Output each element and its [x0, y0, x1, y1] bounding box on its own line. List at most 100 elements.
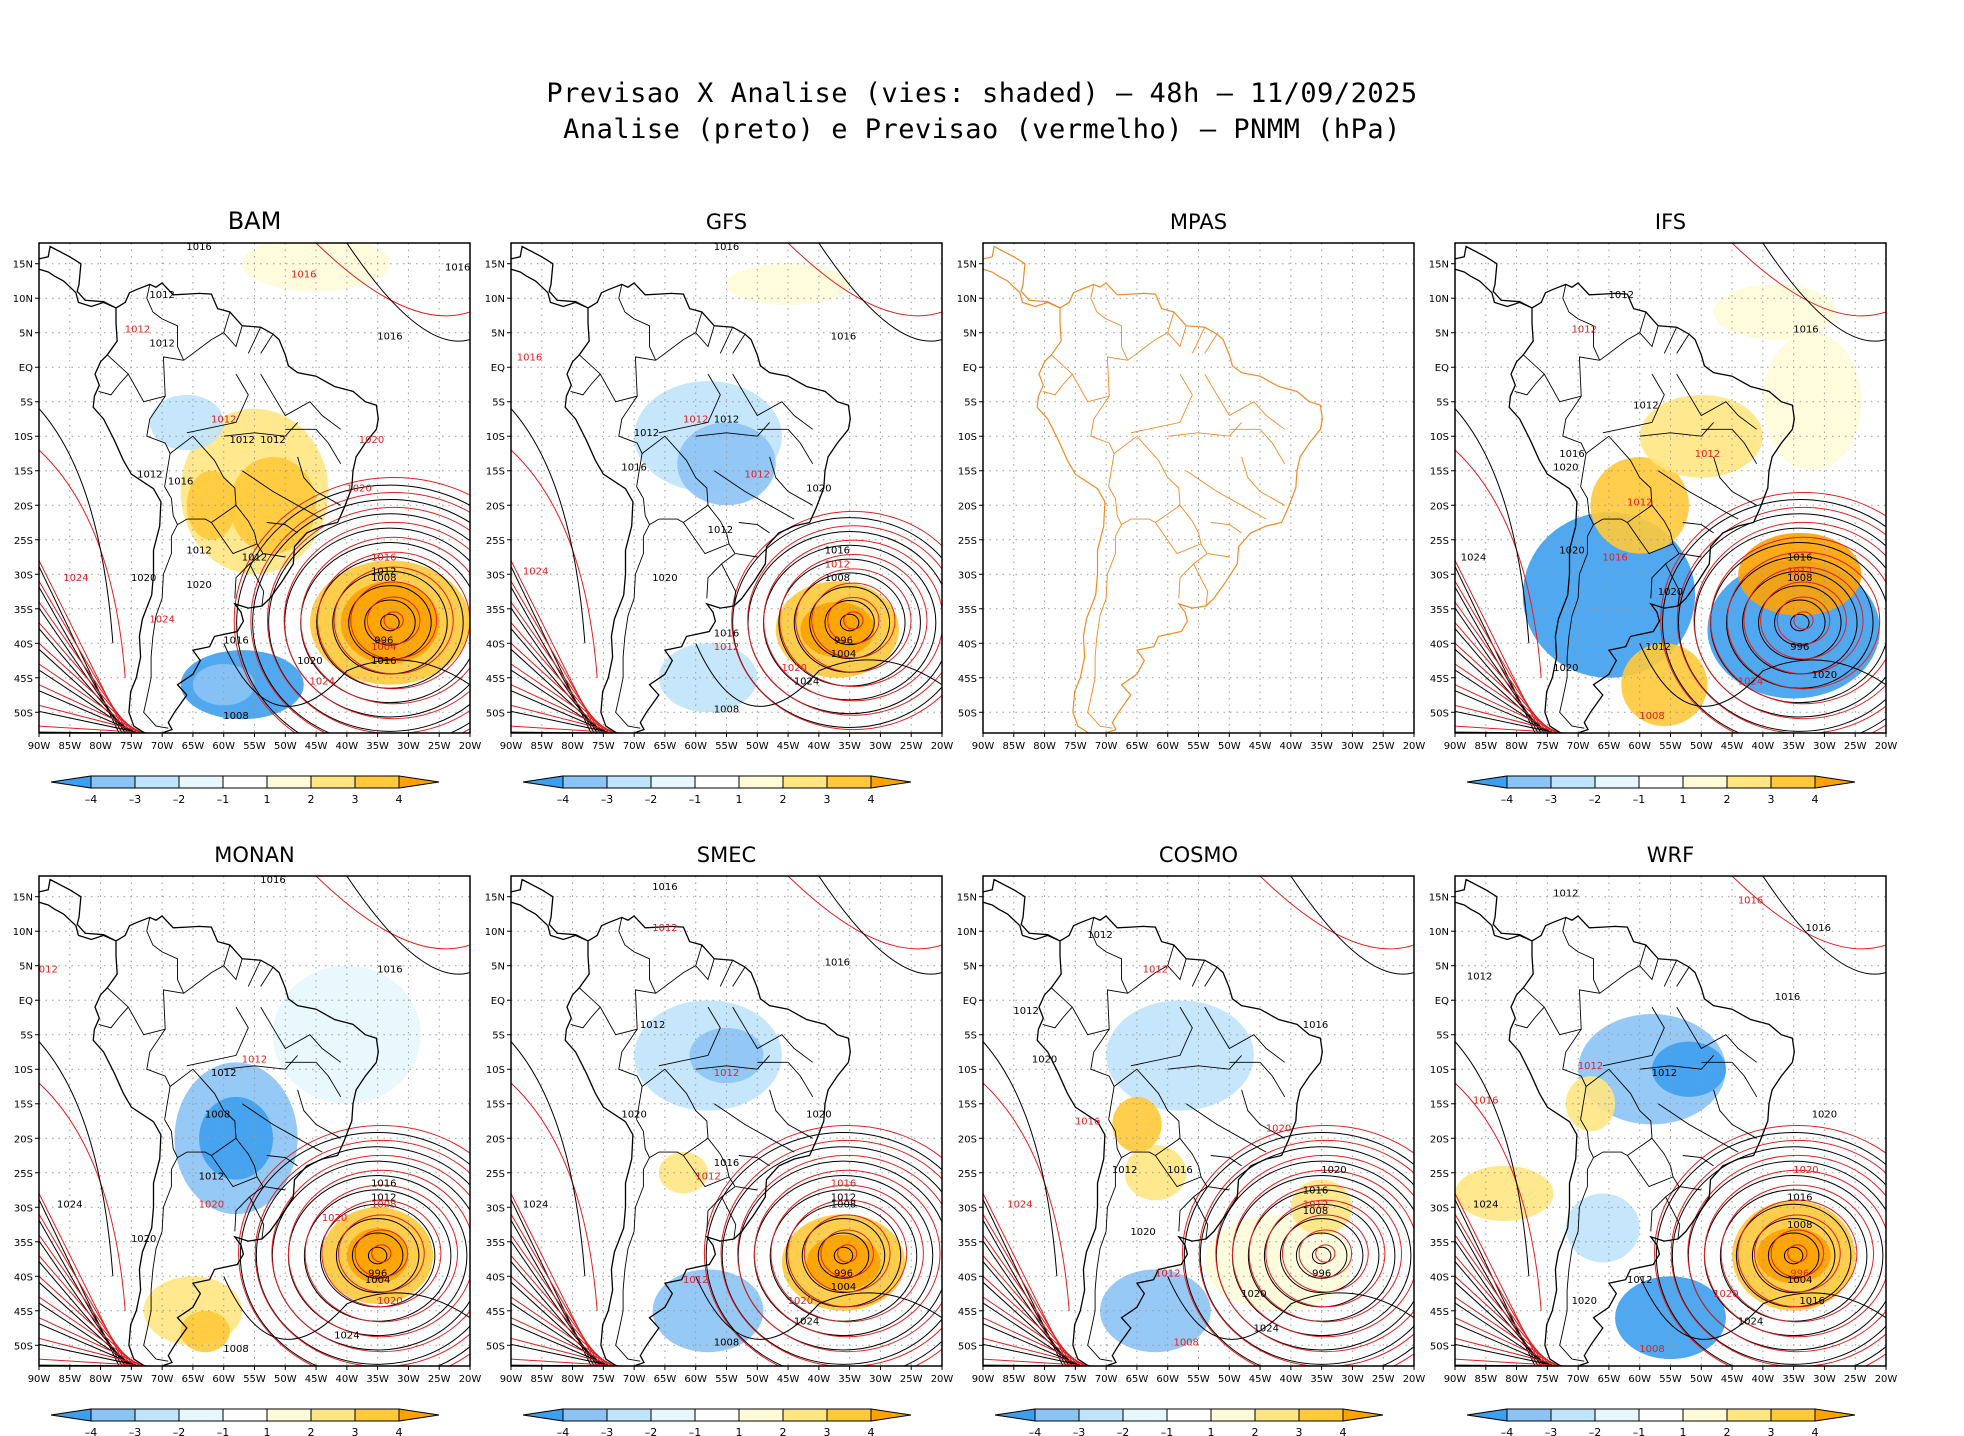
colorbar-segment: [178, 1408, 224, 1422]
analysis-contour: [1655, 1131, 1886, 1366]
x-tick-label: 55W: [715, 1374, 738, 1385]
contour-label: 1012: [714, 642, 739, 653]
country-border: [1522, 987, 1600, 1036]
country-border: [223, 422, 298, 437]
y-tick-label: 40S: [14, 639, 33, 650]
forecast-contour: [1720, 1184, 1875, 1323]
forecast-contour: [511, 642, 610, 733]
forecast-contour: [747, 525, 942, 716]
x-tick-label: 55W: [243, 741, 266, 752]
forecast-contour: [511, 1255, 607, 1366]
colorbar-label: –3: [1073, 1426, 1086, 1436]
contour-label: 1016: [1799, 1296, 1824, 1307]
analysis-contour: [1455, 1261, 1545, 1366]
y-tick-label: 5N: [19, 962, 33, 973]
y-tick-label: 5N: [963, 962, 977, 973]
x-tick-label: 20W: [931, 741, 954, 752]
y-tick-label: 10N: [485, 294, 505, 305]
analysis-contour: [1639, 643, 1886, 707]
country-border: [1050, 354, 1128, 403]
y-tick-label: 15S: [1430, 1100, 1449, 1111]
y-tick-label: 40S: [1430, 639, 1449, 650]
country-border: [297, 1089, 341, 1139]
analysis-contour: [1183, 1131, 1414, 1366]
y-tick-label: 15S: [958, 467, 977, 478]
country-border: [683, 1138, 730, 1188]
analysis-contour: [1790, 613, 1810, 632]
x-tick-label: 90W: [972, 1374, 995, 1385]
colorbar-label: 1: [264, 1426, 271, 1436]
analysis-contour: [705, 1131, 942, 1366]
colorbar-segment: [782, 1408, 828, 1422]
colorbar-label: –3: [601, 793, 614, 806]
forecast-contour: [837, 1244, 858, 1263]
analysis-contour: [1783, 1246, 1804, 1265]
x-tick-label: 25W: [1844, 741, 1867, 752]
panel-title-monan: MONAN: [214, 843, 294, 867]
contour-label: 1008: [1639, 711, 1664, 722]
analysis-contour: [809, 586, 891, 659]
country-border: [285, 428, 342, 465]
colorbar-segment: [1342, 1408, 1384, 1422]
y-tick-label: 30S: [958, 570, 977, 581]
x-tick-label: 80W: [89, 1374, 112, 1385]
contour-label: 1024: [310, 677, 335, 688]
bias-shade: [1652, 1041, 1726, 1097]
panel-plot-area-gfs: 1016 1016 1016 1012 1012 1012 1016 1012 1020 1012…: [511, 243, 942, 733]
analysis-contour: [39, 1343, 141, 1366]
colorbar-segment: [1682, 775, 1728, 789]
forecast-contour: [1660, 491, 1886, 733]
colorbar-label: –2: [645, 793, 658, 806]
contour-label: 1012: [242, 552, 267, 563]
colorbar-label: –3: [129, 793, 142, 806]
forecast-contour: [39, 684, 144, 733]
country-border: [223, 1055, 298, 1070]
country-border: [1676, 333, 1690, 354]
country-border: [186, 373, 249, 434]
y-tick-label: EQ: [963, 363, 977, 374]
y-tick-label: 10N: [13, 294, 33, 305]
y-tick-label: 5N: [1435, 329, 1449, 340]
contour-label: 996: [368, 1268, 387, 1279]
panel-title-bam: BAM: [228, 207, 282, 235]
contour-label: 1016: [1303, 1185, 1328, 1196]
continent-outline: [1036, 282, 1323, 733]
contour-label: 1012: [1645, 642, 1670, 653]
country-border: [1108, 1119, 1132, 1159]
analysis-contour: [351, 1232, 404, 1279]
country-border: [285, 1061, 342, 1098]
contour-label: 1016: [517, 352, 542, 363]
x-tick-label: 80W: [561, 741, 584, 752]
country-border: [1127, 311, 1175, 361]
country-border: [1241, 456, 1285, 506]
y-tick-label: 15N: [957, 260, 977, 271]
y-tick-label: 5N: [491, 329, 505, 340]
colorbar-label: –2: [173, 1426, 186, 1436]
country-border: [636, 486, 660, 526]
country-border: [706, 543, 736, 599]
country-border: [695, 1055, 770, 1070]
forecast-contour: [787, 876, 942, 950]
colorbar-segment: [50, 1408, 92, 1422]
y-tick-label: 40S: [486, 1272, 505, 1283]
contour-label: 1024: [1254, 1323, 1279, 1334]
country-border: [1602, 1006, 1665, 1067]
contour-label: 1012: [125, 325, 150, 336]
forecast-contour: [1455, 684, 1560, 733]
forecast-contour: [795, 568, 912, 673]
x-tick-label: 85W: [530, 1374, 553, 1385]
country-border: [1562, 284, 1601, 361]
contour-label: 1020: [359, 435, 384, 446]
forecast-contour: [233, 477, 470, 733]
country-border: [146, 1028, 171, 1120]
y-tick-label: 30S: [486, 570, 505, 581]
colorbar-segment: [870, 1408, 912, 1422]
country-border: [1193, 1196, 1209, 1240]
country-border: [1241, 1089, 1285, 1139]
contour-label: 1004: [365, 1275, 390, 1286]
colorbar-smec: –4 –3 –2 –1 1 2 3 4: [522, 1408, 912, 1436]
country-border: [641, 1068, 709, 1139]
forecast-contour: [770, 1184, 924, 1323]
contour-label: 1012: [1633, 401, 1658, 412]
